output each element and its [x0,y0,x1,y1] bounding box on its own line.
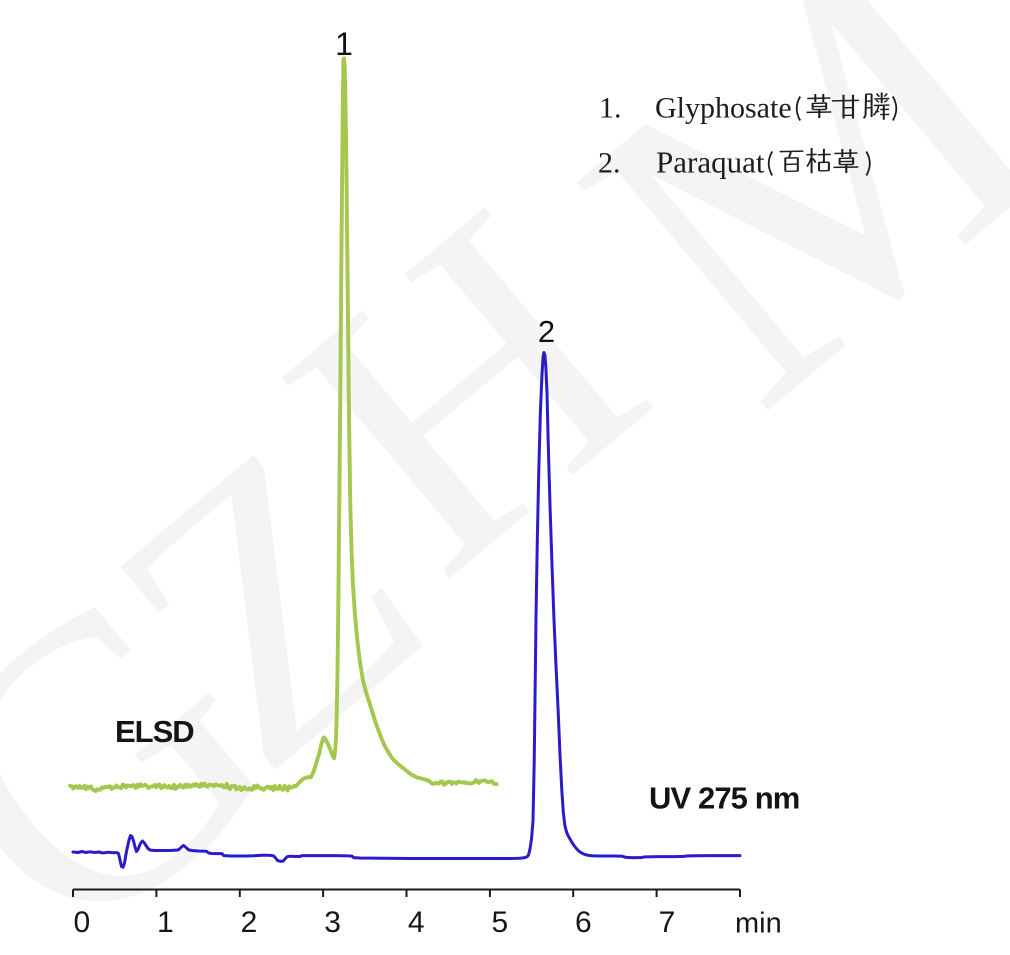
svg-text:4: 4 [408,906,425,939]
svg-text:0: 0 [73,906,90,939]
svg-text:min: min [735,908,782,940]
svg-text:5: 5 [491,906,508,939]
svg-text:1: 1 [335,26,353,62]
svg-text:Paraquat: Paraquat [656,145,765,180]
svg-text:1.: 1. [599,92,622,125]
svg-text:3: 3 [324,906,341,939]
svg-text:Glyphosate: Glyphosate [655,92,792,125]
svg-text:6: 6 [575,906,592,939]
svg-text:2: 2 [538,314,555,349]
svg-text:7: 7 [659,906,676,939]
svg-text:ELSD: ELSD [115,714,194,749]
svg-text:2.: 2. [598,147,621,180]
svg-text:1: 1 [157,906,174,939]
svg-text:2: 2 [241,906,258,939]
svg-text:UV 275 nm: UV 275 nm [649,781,799,816]
